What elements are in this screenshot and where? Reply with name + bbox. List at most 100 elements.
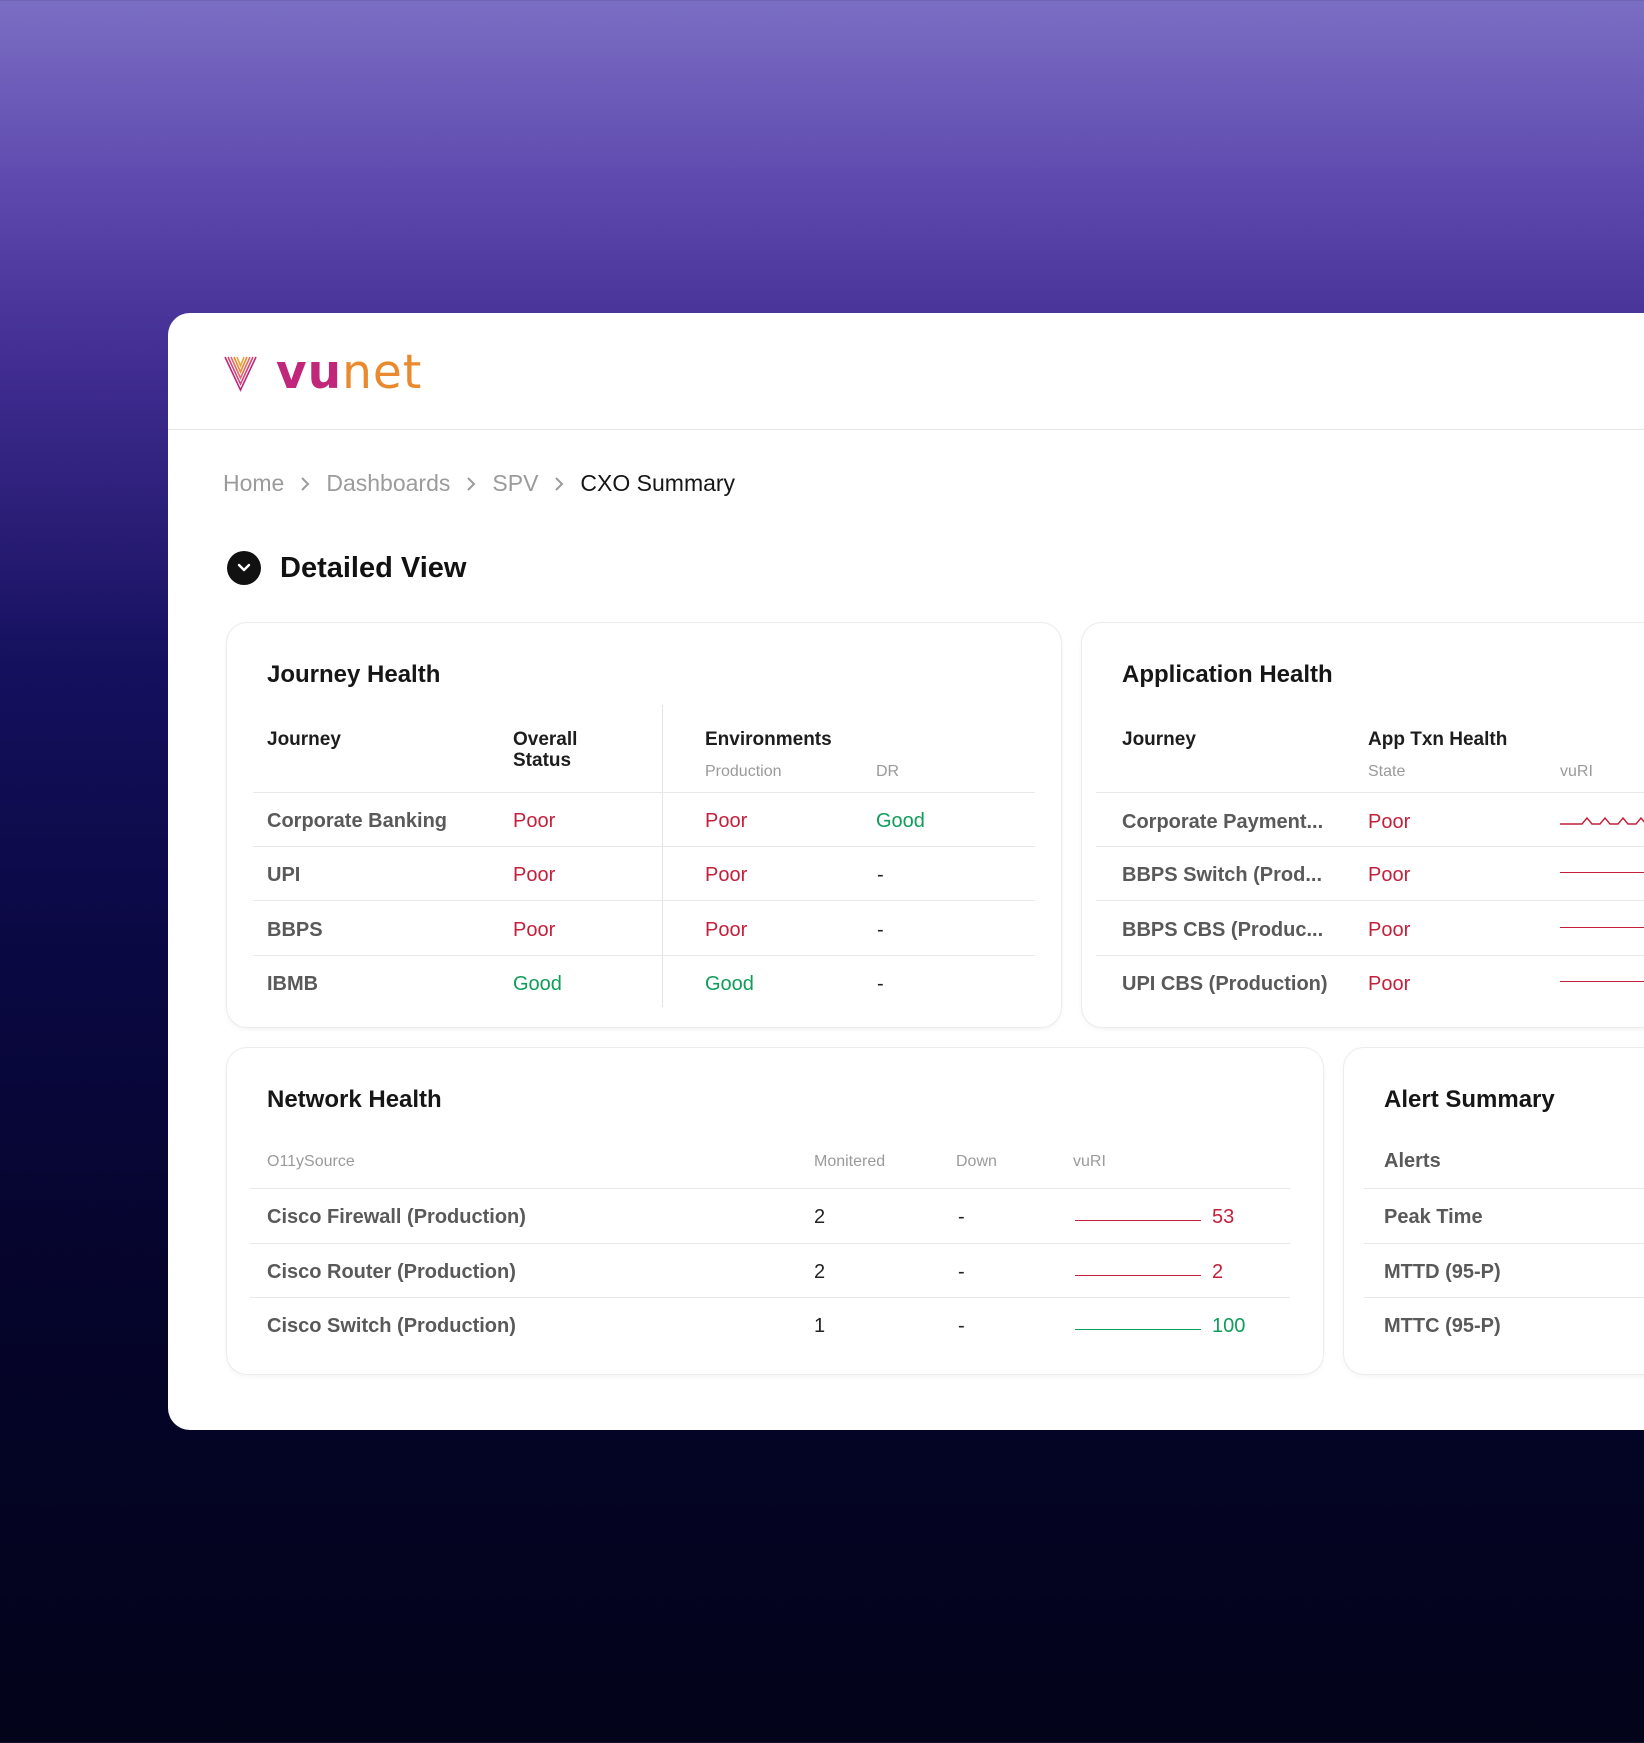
journey-name: Corporate Banking: [267, 810, 448, 832]
down-count: -: [958, 1261, 965, 1283]
chevron-down-icon[interactable]: [227, 551, 261, 585]
vuri-sparkline: [1560, 872, 1644, 873]
divider: [253, 955, 1035, 956]
vuri-sparkline: [1075, 1220, 1201, 1221]
alert-row-label: MTTC (95-P): [1384, 1315, 1501, 1337]
divider: [250, 1188, 1290, 1189]
divider: [253, 792, 1035, 793]
journey-name: BBPS Switch (Prod...: [1122, 864, 1323, 886]
journey-name: UPI CBS (Production): [1122, 973, 1328, 995]
vuri-value: 53: [1212, 1206, 1235, 1228]
divider: [1096, 846, 1644, 847]
vuri-sparkline: [1075, 1329, 1201, 1330]
overall-status: Poor: [513, 810, 556, 832]
dr-status: -: [877, 864, 884, 886]
journey-name: IBMB: [267, 973, 319, 995]
card-title: Journey Health: [267, 661, 441, 688]
column-header-environments: Environments: [705, 729, 832, 750]
heart-logo-icon: [224, 356, 257, 392]
logo-wordmark: vunet: [276, 349, 422, 396]
vuri-value: 2: [1212, 1261, 1224, 1283]
detailed-view-header[interactable]: Detailed View: [227, 551, 466, 585]
dr-status: -: [877, 973, 884, 995]
divider: [1364, 1243, 1644, 1244]
column-divider: [662, 705, 663, 1007]
subheader-dr: DR: [876, 763, 900, 780]
journey-name: BBPS: [267, 919, 323, 941]
production-status: Poor: [705, 919, 748, 941]
production-status: Poor: [705, 864, 748, 886]
breadcrumb-spv[interactable]: SPV: [492, 470, 539, 496]
state-status: Poor: [1368, 864, 1411, 886]
column-header-app-txn-health: App Txn Health: [1368, 729, 1508, 750]
overall-status: Poor: [513, 864, 556, 886]
chevron-right-icon: [466, 476, 476, 492]
divider: [250, 1243, 1290, 1244]
subheader-state: State: [1368, 763, 1406, 780]
divider: [1364, 1297, 1644, 1298]
vuri-sparkline: [1560, 927, 1644, 928]
column-header-vuri: vuRI: [1073, 1153, 1106, 1170]
column-header-journey: Journey: [1122, 729, 1196, 750]
dr-status: -: [877, 919, 884, 941]
monitored-count: 2: [814, 1261, 826, 1283]
production-status: Good: [705, 973, 754, 995]
overall-status: Good: [513, 973, 562, 995]
vunet-logo[interactable]: vunet: [223, 349, 422, 396]
journey-name: Corporate Payment...: [1122, 811, 1324, 833]
alert-row-label: MTTD (95-P): [1384, 1261, 1501, 1283]
breadcrumb: Home Dashboards SPV CXO Summary: [223, 470, 735, 497]
application-health-card: Application Health Journey App Txn Healt…: [1082, 623, 1644, 1027]
vuri-sparkline: [1560, 981, 1644, 982]
down-count: -: [958, 1206, 965, 1228]
logo-text-net: net: [342, 345, 423, 400]
breadcrumb-dashboards[interactable]: Dashboards: [326, 470, 451, 496]
vuri-sparkline: [1075, 1275, 1201, 1276]
source-name: Cisco Firewall (Production): [267, 1206, 526, 1228]
source-name: Cisco Router (Production): [267, 1261, 516, 1283]
network-health-card: Network Health O11ySource Monitered Down…: [227, 1048, 1323, 1374]
divider: [1096, 900, 1644, 901]
down-count: -: [958, 1315, 965, 1337]
card-title: Alert Summary: [1384, 1086, 1555, 1113]
monitored-count: 1: [814, 1315, 826, 1337]
vuri-sparkline: [1560, 816, 1644, 825]
column-header-overall: Overall Status: [513, 729, 577, 771]
divider: [1364, 1188, 1644, 1189]
divider: [253, 900, 1035, 901]
dr-status: Good: [876, 810, 925, 832]
column-header-journey: Journey: [267, 729, 341, 750]
top-bar: vunet: [168, 313, 1644, 430]
divider: [1096, 792, 1644, 793]
column-header-monitored: Monitered: [814, 1153, 886, 1170]
divider: [250, 1297, 1290, 1298]
state-status: Poor: [1368, 811, 1411, 833]
card-title: Network Health: [267, 1086, 442, 1113]
card-title: Application Health: [1122, 661, 1333, 688]
section-title: Detailed View: [280, 551, 467, 584]
subheader-vuri: vuRI: [1560, 763, 1593, 780]
production-status: Poor: [705, 810, 748, 832]
breadcrumb-current: CXO Summary: [580, 470, 736, 496]
subheader-production: Production: [705, 763, 782, 780]
chevron-right-icon: [300, 476, 310, 492]
divider: [1096, 955, 1644, 956]
divider: [253, 846, 1035, 847]
source-name: Cisco Switch (Production): [267, 1315, 516, 1337]
chevron-right-icon: [554, 476, 564, 492]
overall-status: Poor: [513, 919, 556, 941]
monitored-count: 2: [814, 1206, 826, 1228]
journey-name: BBPS CBS (Produc...: [1122, 919, 1324, 941]
journey-name: UPI: [267, 864, 301, 886]
dashboard-window: vunet Home Dashboards SPV CXO Summary De…: [168, 313, 1644, 1430]
column-header-source: O11ySource: [267, 1153, 355, 1170]
column-header-down: Down: [956, 1153, 997, 1170]
column-header-overall-line2: Status: [513, 750, 572, 771]
alert-summary-card: Alert Summary Alerts Peak Time MTTD (95-…: [1344, 1048, 1644, 1374]
column-header-overall-line1: Overall: [513, 729, 578, 750]
breadcrumb-home[interactable]: Home: [223, 470, 285, 496]
state-status: Poor: [1368, 919, 1411, 941]
alert-row-label: Alerts: [1384, 1150, 1441, 1172]
alert-row-label: Peak Time: [1384, 1206, 1483, 1228]
logo-text-vu: vu: [276, 345, 343, 400]
